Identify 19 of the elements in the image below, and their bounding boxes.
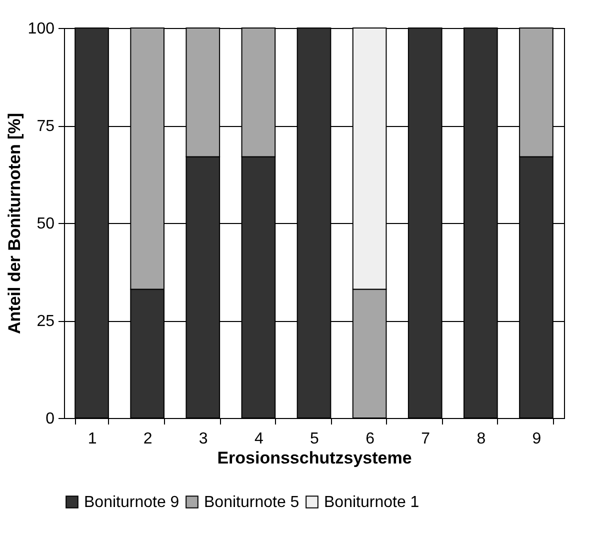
- x-axis-title: Erosionsschutzsysteme: [217, 448, 412, 468]
- y-tick-label: 100: [28, 20, 55, 38]
- legend-label: Boniturnote 5: [204, 494, 300, 511]
- x-tick-label: 6: [366, 430, 375, 448]
- x-tick-label: 4: [254, 430, 264, 448]
- legend-label: Boniturnote 9: [84, 494, 180, 511]
- x-tick-label: 3: [198, 430, 208, 448]
- x-tick-label: 9: [532, 430, 542, 448]
- y-tick-label: 25: [36, 313, 55, 330]
- y-tick-label: 75: [36, 118, 55, 135]
- x-tick-label: 1: [88, 430, 97, 448]
- x-tick-label: 7: [421, 430, 430, 448]
- x-tick-label: 8: [476, 430, 486, 448]
- x-tick-label: 2: [143, 430, 152, 448]
- x-tick-label: 5: [310, 430, 320, 448]
- y-tick-label: 0: [46, 410, 55, 428]
- legend-label: Boniturnote 1: [324, 494, 420, 511]
- y-tick-label: 50: [36, 216, 55, 232]
- y-axis-title: Anteil der Boniturnoten [%]: [4, 113, 24, 334]
